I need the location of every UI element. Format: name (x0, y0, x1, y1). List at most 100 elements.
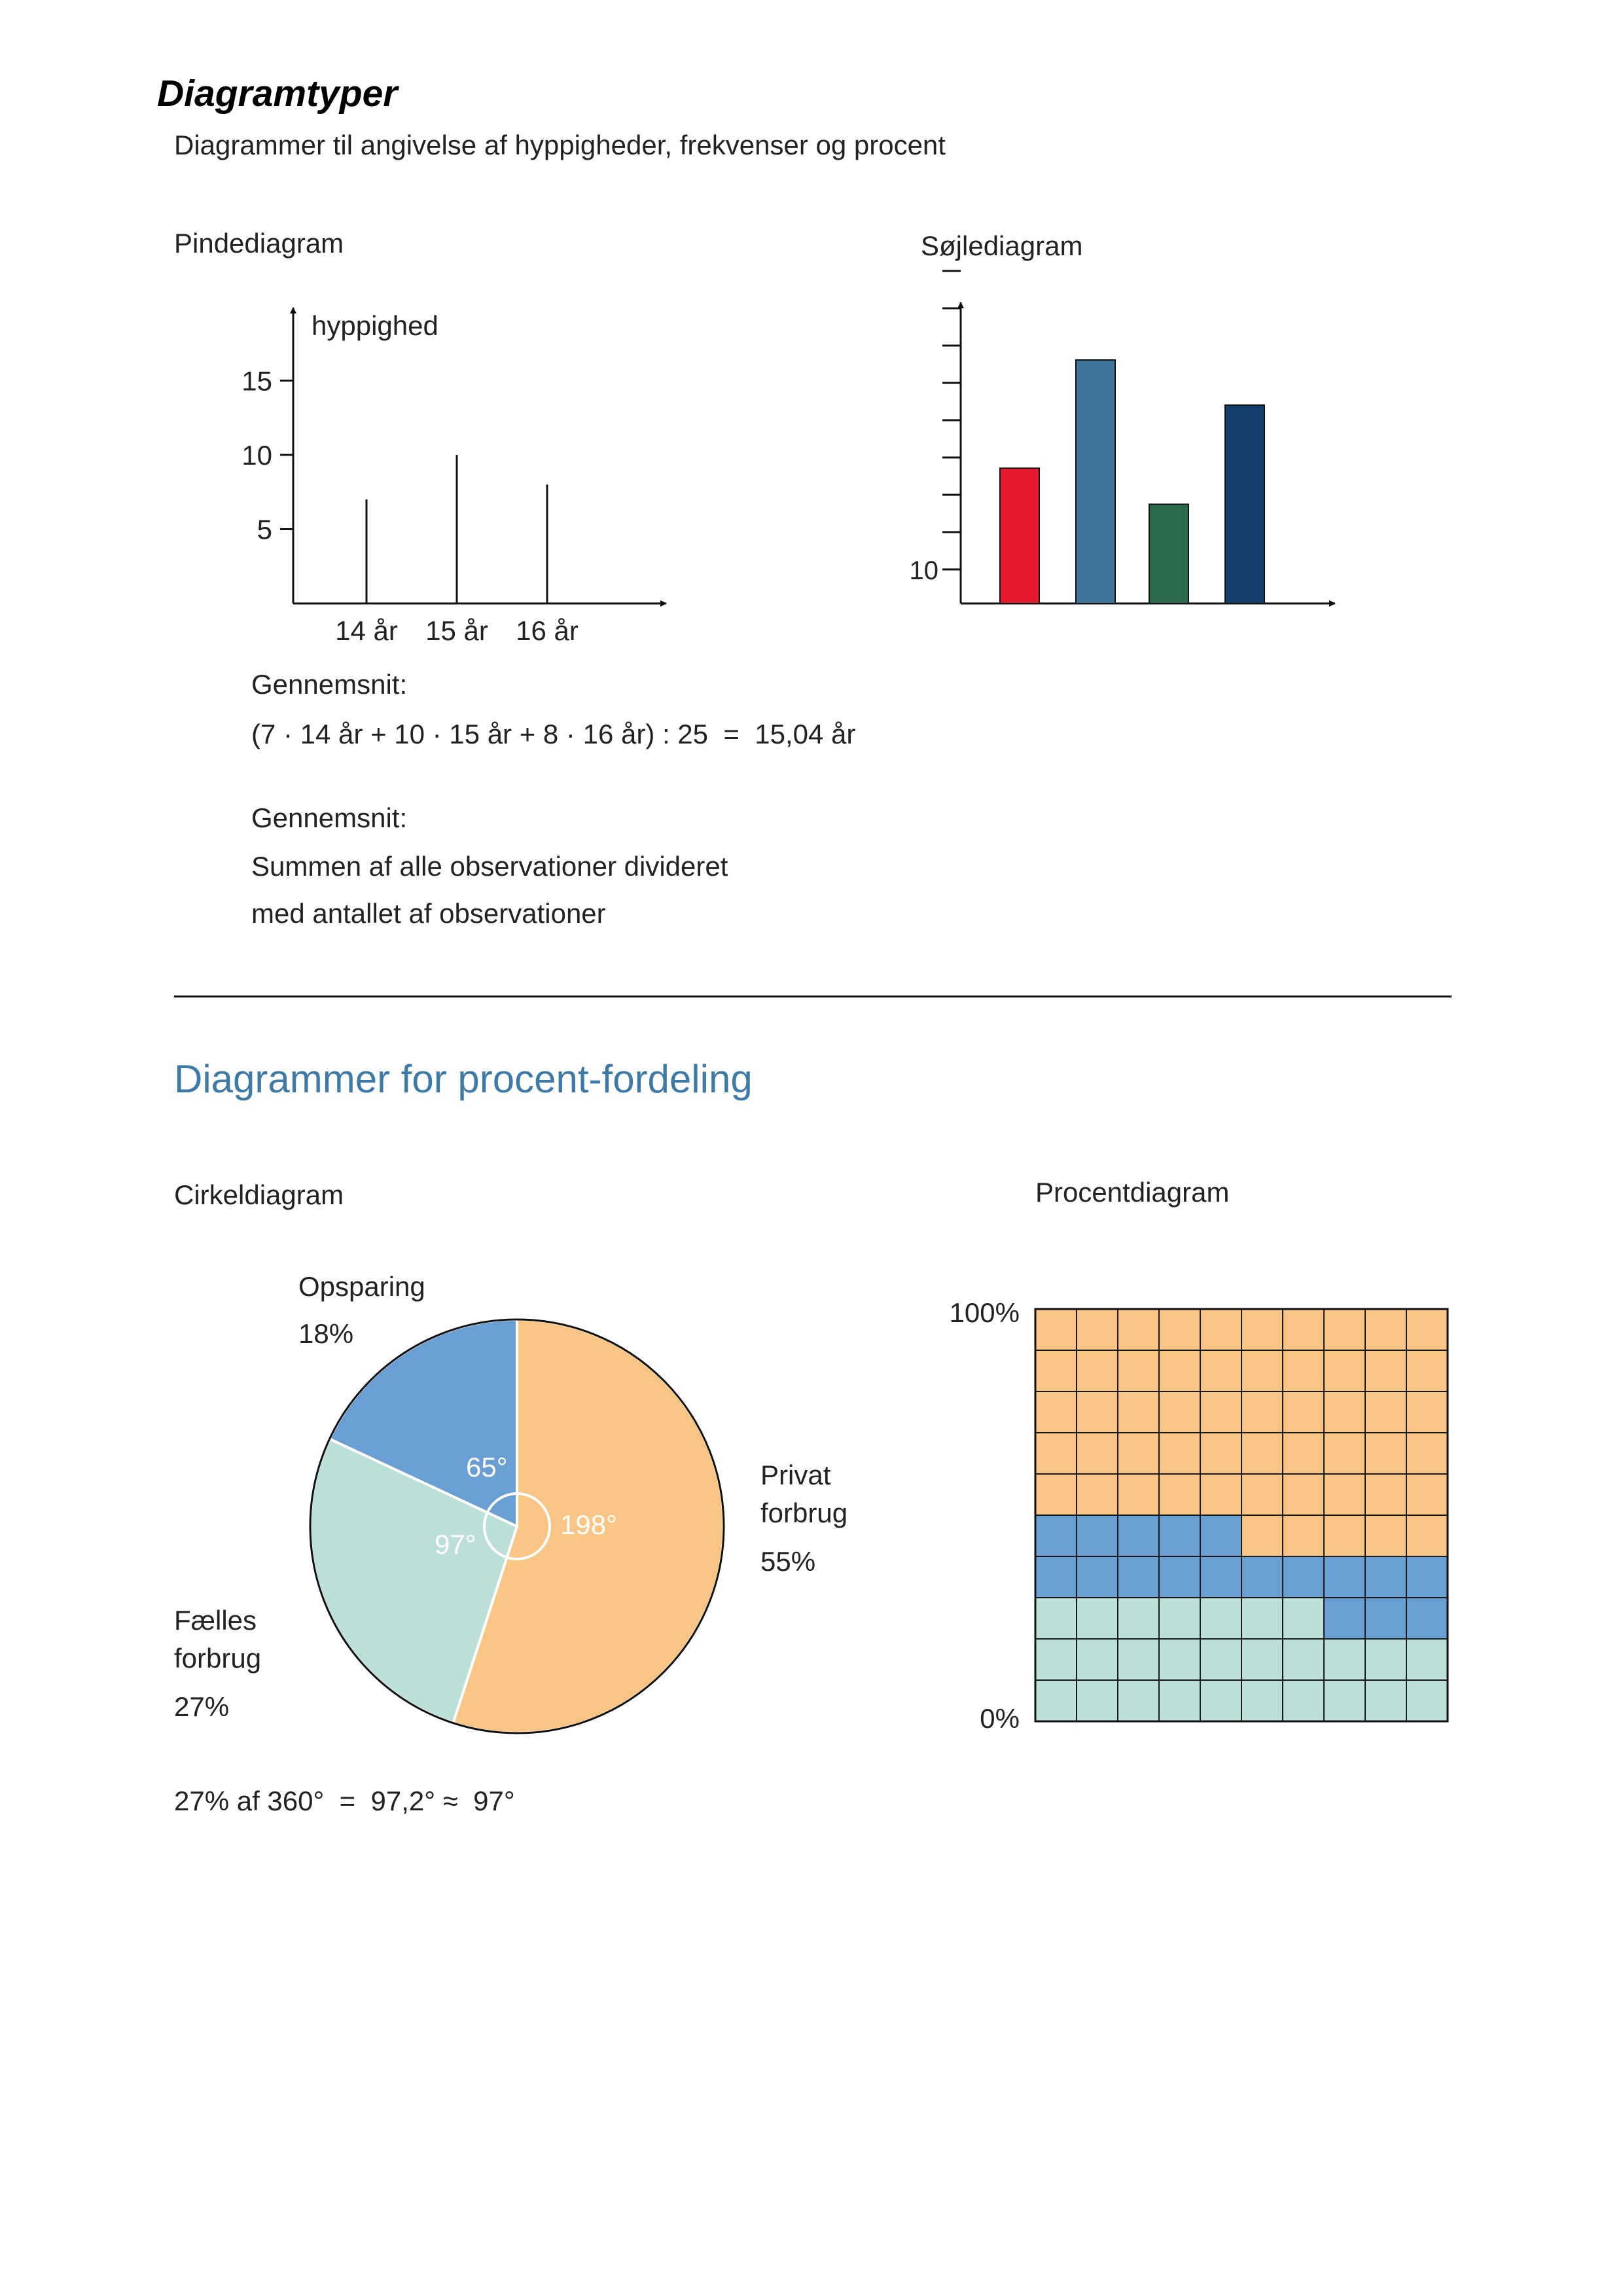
grid-cell (1323, 1473, 1366, 1516)
pie-outline (309, 1318, 725, 1734)
grid-cell (1200, 1638, 1242, 1681)
grid-cell (1200, 1350, 1242, 1392)
grid-cell (1282, 1350, 1325, 1392)
grid-cell (1200, 1556, 1242, 1598)
grid-cell (1241, 1308, 1283, 1351)
angle-label-opsparing: 65° (466, 1452, 508, 1482)
grid-cell (1200, 1473, 1242, 1516)
grid-cell (1241, 1638, 1283, 1681)
grid-cell (1406, 1473, 1448, 1516)
page-subtitle: Diagrammer til angivelse af hyppigheder,… (174, 130, 946, 160)
grid-cell (1076, 1308, 1118, 1351)
grid-cell (1323, 1515, 1366, 1557)
grid-cell (1241, 1391, 1283, 1433)
bar (1149, 503, 1189, 605)
grid-cell (1158, 1515, 1201, 1557)
pin-y-tick-label: 5 (257, 514, 272, 545)
grid-cell (1364, 1473, 1407, 1516)
grid-cell (1076, 1432, 1118, 1475)
grid-cell (1241, 1679, 1283, 1722)
grid-cell (1323, 1432, 1366, 1475)
grid-cell (1158, 1308, 1201, 1351)
pie-chart-heading: Cirkeldiagram (174, 1179, 344, 1210)
grid-cell (1406, 1391, 1448, 1433)
grid-cell (1241, 1515, 1283, 1557)
grid-cell (1117, 1556, 1160, 1598)
pin-x-tick-label: 16 år (516, 615, 579, 646)
grid-cell (1158, 1638, 1201, 1681)
grid-cell (1364, 1308, 1407, 1351)
grid-cell (1076, 1679, 1118, 1722)
pie-formula: 27% af 360° = 97,2° ≈ 97° (174, 1785, 515, 1816)
bar (1075, 359, 1116, 604)
mean-definition-line-2: med antallet af observationer (251, 898, 606, 929)
grid-cell (1035, 1350, 1077, 1392)
section-divider (174, 996, 1452, 997)
grid-cell (1158, 1556, 1201, 1598)
grid-cell (1406, 1308, 1448, 1351)
grid-cell (1364, 1679, 1407, 1722)
grid-cell (1241, 1597, 1283, 1640)
grid-cell (1364, 1350, 1407, 1392)
grid-cell (1364, 1556, 1407, 1598)
grid-cell (1200, 1597, 1242, 1640)
grid-cell (1076, 1597, 1118, 1640)
grid-cell (1200, 1515, 1242, 1557)
label-faelles-pct: 27% (174, 1691, 229, 1722)
grid-cell (1364, 1432, 1407, 1475)
grid-cell (1035, 1679, 1077, 1722)
bar-chart-heading: Søjlediagram (921, 230, 1083, 261)
grid-cell (1323, 1556, 1366, 1598)
grid-cell (1200, 1308, 1242, 1351)
grid-cell (1035, 1638, 1077, 1681)
grid-cell (1241, 1556, 1283, 1598)
grid-cell (1117, 1350, 1160, 1392)
grid-cell (1406, 1515, 1448, 1557)
grid-cell (1282, 1473, 1325, 1516)
grid-cell (1117, 1679, 1160, 1722)
pin-x-tick-label: 15 år (425, 615, 488, 646)
grid-cell (1117, 1308, 1160, 1351)
grid-cell (1035, 1515, 1077, 1557)
grid-cell (1406, 1350, 1448, 1392)
section-heading: Diagrammer for procent-fordeling (174, 1057, 753, 1101)
grid-cell (1158, 1432, 1201, 1475)
grid-cell (1076, 1391, 1118, 1433)
bar-y-tick-label: 10 (910, 556, 939, 585)
grid-cell (1158, 1391, 1201, 1433)
grid-cell (1035, 1308, 1077, 1351)
angle-label-faelles: 97° (435, 1529, 476, 1560)
grid-cell (1282, 1597, 1325, 1640)
angle-arc (483, 1492, 551, 1560)
grid-cell (1076, 1515, 1118, 1557)
mean-definition-line-1: Summen af alle observationer divideret (251, 851, 728, 882)
pin-ylabel: hyppighed (312, 310, 438, 341)
label-privat-pct: 55% (760, 1546, 815, 1577)
grid-cell (1035, 1432, 1077, 1475)
grid-cell (1076, 1638, 1118, 1681)
grid-cell (1200, 1432, 1242, 1475)
pin-x-tick-label: 14 år (335, 615, 398, 646)
grid-cell (1406, 1556, 1448, 1598)
pin-y-tick-label: 10 (241, 440, 272, 471)
grid-cell (1200, 1391, 1242, 1433)
grid-cell (1241, 1473, 1283, 1516)
label-faelles-name: Fælles (174, 1605, 257, 1636)
grid-cell (1035, 1597, 1077, 1640)
grid-cell (1035, 1556, 1077, 1598)
grid-cell (1158, 1473, 1201, 1516)
grid-chart-heading: Procentdiagram (1035, 1177, 1230, 1208)
grid-cell (1364, 1597, 1407, 1640)
grid-cell (1282, 1679, 1325, 1722)
grid-cell (1323, 1679, 1366, 1722)
grid-cell (1406, 1432, 1448, 1475)
grid-cell (1241, 1350, 1283, 1392)
pin-y-tick-label: 15 (241, 366, 272, 397)
label-opsparing-pct: 18% (298, 1318, 353, 1349)
grid-cell (1117, 1391, 1160, 1433)
angle-label-privat: 198° (560, 1509, 617, 1540)
label-privat-name-2: forbrug (760, 1498, 847, 1528)
